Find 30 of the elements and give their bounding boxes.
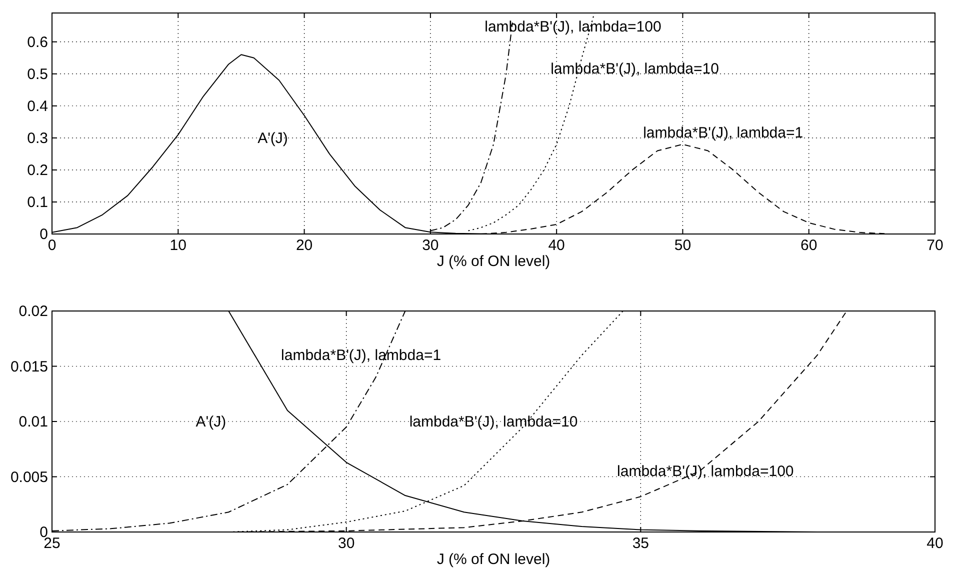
y-tick-label: 0.015 (10, 358, 48, 376)
x-tick-label: 30 (338, 535, 355, 552)
x-tick-label: 50 (674, 237, 692, 254)
y-tick-label: 0.6 (27, 34, 48, 51)
x-tick-label: 10 (170, 237, 186, 254)
x-tick-label: 70 (926, 237, 944, 254)
annotation: lambda*B'(J), lambda=100 (484, 18, 662, 36)
annotation: lambda*B'(J), lambda=10 (409, 414, 578, 430)
y-tick-label: 0.5 (27, 66, 48, 83)
annotation: lambda*B'(J), lambda=10 (550, 60, 719, 78)
annotation: A'(J) (196, 414, 226, 430)
x-tick-label: 60 (800, 237, 818, 254)
x-axis-title: J (% of ON level) (436, 551, 550, 568)
y-tick-label: 0 (40, 226, 48, 243)
y-tick-label: 0.005 (10, 468, 48, 486)
x-tick-label: 40 (548, 237, 565, 254)
y-tick-label: 0.1 (27, 194, 48, 211)
x-tick-label: 30 (422, 237, 439, 254)
annotation: A'(J) (258, 130, 288, 147)
annotation: lambda*B'(J), lambda=1 (643, 124, 804, 142)
y-tick-label: 0.2 (27, 162, 48, 179)
x-axis-title: J (% of ON level) (436, 253, 550, 270)
annotation: lambda*B'(J), lambda=1 (281, 347, 442, 364)
y-tick-label: 0.01 (18, 414, 48, 430)
x-tick-label: 40 (926, 535, 944, 552)
y-tick-label: 0.4 (27, 98, 48, 115)
y-tick-label: 0.3 (27, 130, 48, 147)
y-tick-label: 0.02 (18, 303, 48, 320)
x-tick-label: 35 (632, 535, 650, 552)
x-tick-label: 20 (296, 237, 313, 254)
